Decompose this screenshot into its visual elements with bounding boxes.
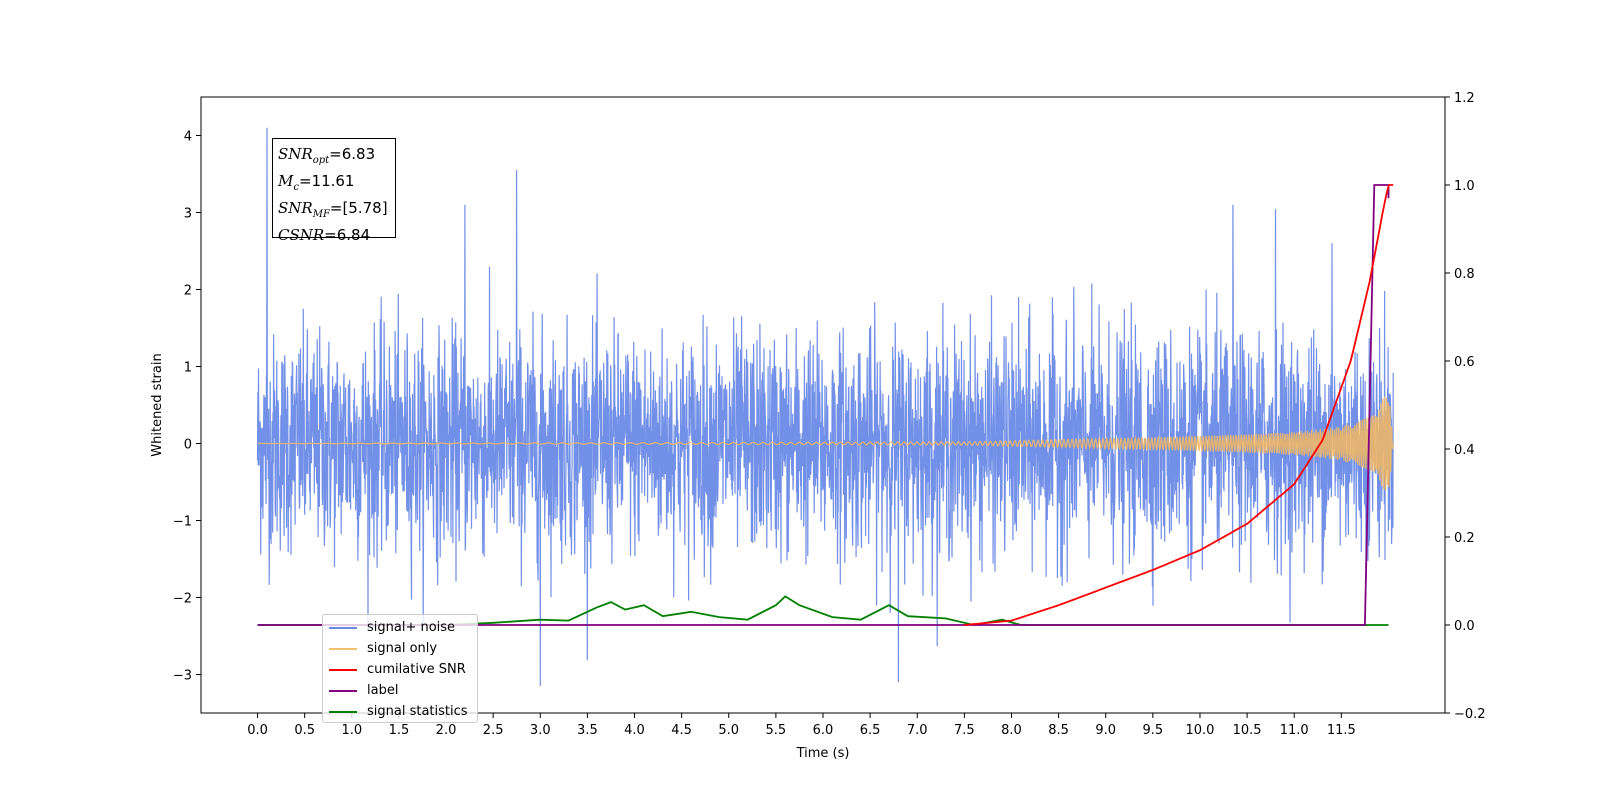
- y-tick-label: 1: [184, 361, 192, 376]
- x-tick-label: 7.0: [907, 723, 928, 738]
- x-tick-label: 1.5: [389, 723, 410, 738]
- legend-label-cumulative-snr: cumilative SNR: [367, 662, 466, 677]
- y2-tick-label: −0.2: [1454, 707, 1486, 722]
- y2-tick-label: 0.0: [1454, 619, 1475, 634]
- x-tick-label: 10.0: [1185, 723, 1214, 738]
- legend-swatch-signal-noise: [329, 626, 357, 629]
- y-axis-label: Whitened strain: [150, 353, 165, 456]
- x-tick-label: 8.0: [1001, 723, 1022, 738]
- snr-mf-subscript: MF: [312, 209, 330, 220]
- mc-line: Mc=11.61: [278, 171, 395, 198]
- x-tick-label: 6.5: [860, 723, 881, 738]
- x-axis-label: Time (s): [796, 746, 850, 761]
- snr-opt-subscript: opt: [312, 155, 330, 166]
- x-tick-label: 2.0: [436, 723, 457, 738]
- x-tick-label: 5.0: [718, 723, 739, 738]
- x-tick-label: 1.0: [341, 723, 362, 738]
- mc-symbol: M: [278, 172, 294, 190]
- signal-noise-line: [256, 127, 1394, 687]
- snr-mf-value: =[5.78]: [329, 199, 388, 217]
- csnr-symbol: CSNR: [278, 226, 325, 244]
- chart-legend: signal+ noise signal only cumilative SNR…: [322, 614, 478, 723]
- x-tick-label: 3.0: [530, 723, 551, 738]
- y-tick-label: 4: [184, 130, 192, 145]
- x-tick-label: 11.5: [1327, 723, 1356, 738]
- label-line: [257, 184, 1390, 626]
- x-axis-ticks: 0.0 0.5 1.0 1.5 2.0 2.5 3.0 3.5 4.0 4.5 5.0 5.5 6.0 6…: [247, 713, 1356, 738]
- x-tick-label: 4.5: [671, 723, 692, 738]
- snr-opt-symbol: SNR: [278, 145, 313, 163]
- x-tick-label: 3.5: [577, 723, 598, 738]
- csnr-line: CSNR=6.84: [278, 225, 395, 246]
- y2-tick-label: 0.6: [1454, 355, 1475, 370]
- legend-label-label: label: [367, 683, 399, 698]
- y-tick-label: 0: [184, 438, 192, 453]
- legend-item-cumulative-snr: cumilative SNR: [329, 659, 477, 680]
- x-tick-label: 0.0: [247, 723, 268, 738]
- cumulative-snr-line: [964, 184, 1394, 626]
- legend-item-signal-statistics: signal statistics: [329, 701, 477, 722]
- signal-only-line: [257, 396, 1394, 491]
- mc-value: =11.61: [298, 172, 355, 190]
- y2-tick-label: 0.8: [1454, 267, 1475, 282]
- mc-subscript: c: [293, 182, 299, 193]
- y-tick-label: −2: [173, 592, 192, 607]
- y2-tick-label: 0.4: [1454, 443, 1475, 458]
- x-tick-label: 4.0: [624, 723, 645, 738]
- signal-noise-series: [256, 127, 1394, 687]
- legend-item-signal-only: signal only: [329, 638, 477, 659]
- snr-opt-value: =6.83: [329, 145, 376, 163]
- x-tick-label: 11.0: [1280, 723, 1309, 738]
- label-series: [257, 184, 1390, 626]
- y-tick-label: −3: [173, 669, 192, 684]
- legend-label-signal-only: signal only: [367, 641, 438, 656]
- x-tick-label: 6.0: [813, 723, 834, 738]
- y2-tick-label: 0.2: [1454, 531, 1475, 546]
- legend-swatch-signal-statistics: [329, 710, 357, 713]
- cumulative-snr-series: [964, 184, 1394, 626]
- legend-swatch-cumulative-snr: [329, 668, 357, 671]
- csnr-value: =6.84: [324, 226, 371, 244]
- y2-tick-label: 1.2: [1454, 91, 1475, 106]
- y-tick-label: −1: [173, 515, 192, 530]
- x-tick-label: 9.5: [1143, 723, 1164, 738]
- legend-swatch-signal-only: [329, 647, 357, 650]
- x-tick-label: 10.5: [1233, 723, 1262, 738]
- x-tick-label: 7.5: [954, 723, 975, 738]
- y2-tick-label: 1.0: [1454, 179, 1475, 194]
- y-axis-ticks: −3 −2 −1 0 1 2 3 4: [173, 130, 201, 684]
- snr-info-box: SNRopt=6.83 Mc=11.61 SNRMF=[5.78] CSNR=6…: [272, 138, 396, 244]
- legend-item-label: label: [329, 680, 477, 701]
- legend-label-signal-noise: signal+ noise: [367, 620, 456, 635]
- y-tick-label: 3: [184, 207, 192, 222]
- y2-axis-ticks: −0.2 0.0 0.2 0.4 0.6 0.8 1.0 1.2: [1445, 91, 1486, 722]
- legend-label-signal-statistics: signal statistics: [367, 704, 468, 719]
- snr-mf-line: SNRMF=[5.78]: [278, 198, 395, 225]
- signal-only-series: [257, 396, 1394, 491]
- x-tick-label: 0.5: [294, 723, 315, 738]
- legend-swatch-label: [329, 689, 357, 692]
- x-tick-label: 2.5: [483, 723, 504, 738]
- legend-item-signal-noise: signal+ noise: [329, 617, 477, 638]
- x-tick-label: 5.5: [766, 723, 787, 738]
- snr-opt-line: SNRopt=6.83: [278, 144, 395, 171]
- y-tick-label: 2: [184, 284, 192, 299]
- snr-mf-symbol: SNR: [278, 199, 313, 217]
- x-tick-label: 9.0: [1095, 723, 1116, 738]
- x-tick-label: 8.5: [1048, 723, 1069, 738]
